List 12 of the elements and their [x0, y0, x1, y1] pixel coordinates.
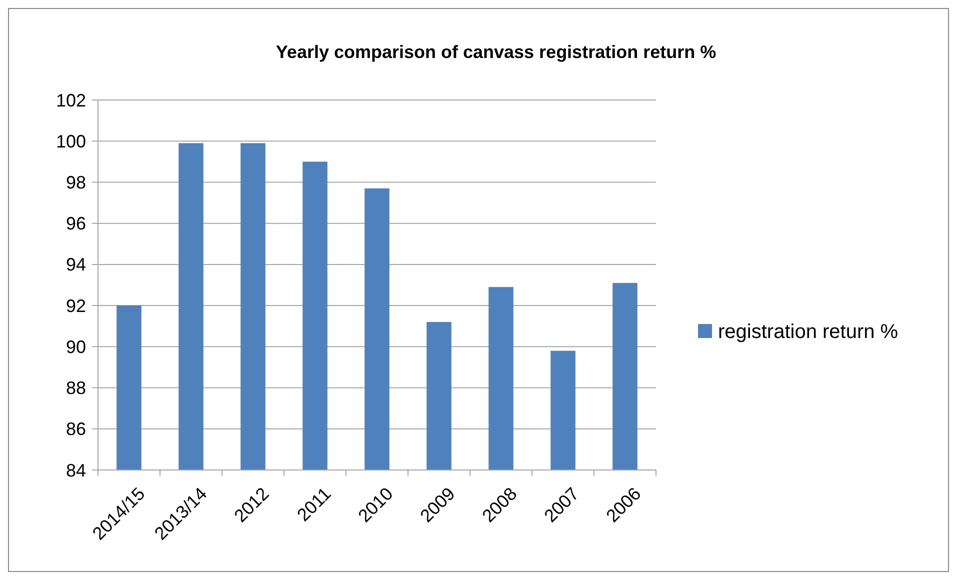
y-tick-label: 100	[56, 131, 86, 152]
y-tick-label: 84	[66, 460, 86, 480]
legend-label: registration return %	[718, 321, 898, 343]
y-tick-label: 88	[66, 378, 86, 398]
y-tick-label: 92	[66, 296, 86, 316]
y-tick-label: 90	[66, 336, 86, 357]
y-tick-label: 98	[66, 172, 86, 193]
y-tick-label: 102	[56, 90, 86, 110]
y-tick-label: 86	[66, 419, 86, 440]
chart-title: Yearly comparison of canvass registration return %	[276, 42, 716, 62]
y-tick-label: 96	[66, 214, 86, 234]
y-tick-label: 94	[66, 254, 86, 275]
